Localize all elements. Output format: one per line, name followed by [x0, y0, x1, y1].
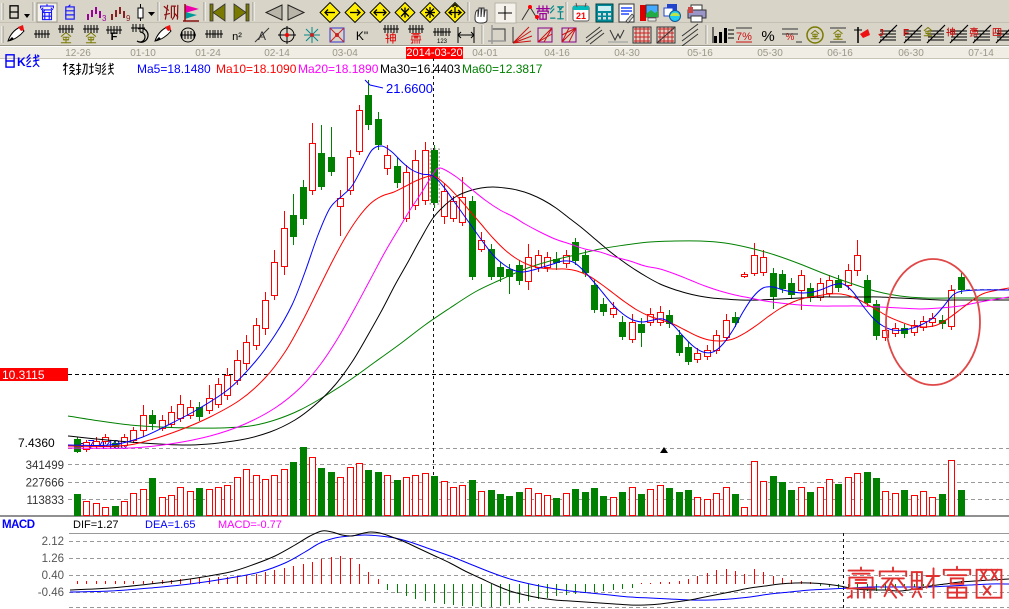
svg-text:%: %	[761, 28, 774, 45]
svg-text:K": K"	[356, 29, 368, 43]
svg-text:113833: 113833	[26, 495, 64, 507]
svg-text:n²: n²	[232, 31, 242, 43]
svg-text:3: 3	[102, 14, 107, 23]
svg-text:F: F	[111, 31, 118, 43]
svg-text:10.3115: 10.3115	[2, 368, 45, 382]
svg-text:J: J	[878, 28, 884, 39]
svg-text:9: 9	[126, 14, 131, 23]
svg-text:7.4360: 7.4360	[18, 436, 55, 450]
svg-text:DEA=1.65: DEA=1.65	[145, 519, 195, 531]
svg-text:341499: 341499	[26, 460, 64, 472]
svg-text:K: K	[17, 55, 26, 69]
svg-text:F: F	[903, 28, 909, 39]
svg-text:%: %	[786, 32, 795, 43]
svg-text:7%: 7%	[736, 31, 752, 43]
svg-text:MACD=-0.77: MACD=-0.77	[218, 519, 282, 531]
svg-text:0.40: 0.40	[42, 570, 64, 582]
svg-text:A: A	[258, 29, 266, 43]
svg-text:1.26: 1.26	[42, 553, 64, 565]
svg-text:MACD: MACD	[2, 519, 35, 531]
svg-text:227666: 227666	[26, 478, 64, 490]
svg-text:DIF=1.27: DIF=1.27	[73, 519, 119, 531]
svg-text:2.12: 2.12	[42, 536, 64, 548]
svg-text:123: 123	[437, 39, 448, 45]
svg-text:-0.46: -0.46	[38, 587, 64, 599]
svg-text:21.6600: 21.6600	[386, 81, 433, 96]
svg-text:21: 21	[576, 11, 586, 21]
